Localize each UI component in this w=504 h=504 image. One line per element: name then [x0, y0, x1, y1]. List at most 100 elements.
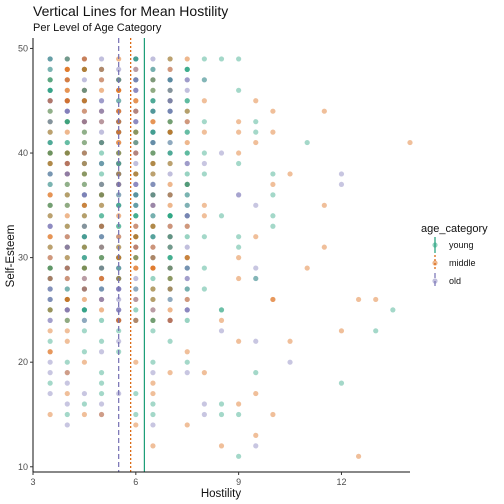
data-point — [150, 192, 156, 198]
data-point — [253, 265, 259, 271]
data-point — [150, 255, 156, 261]
data-point-middle — [64, 370, 70, 376]
data-point — [167, 275, 173, 282]
legend-title: age_category — [421, 223, 488, 235]
data-point — [150, 192, 156, 198]
data-point — [167, 265, 173, 271]
data-point — [116, 234, 122, 240]
data-point — [47, 275, 53, 282]
data-point — [81, 213, 88, 219]
data-point — [167, 244, 173, 250]
data-point — [201, 213, 207, 219]
data-point — [150, 275, 156, 282]
data-point — [47, 234, 53, 240]
data-point — [47, 150, 53, 156]
data-point — [81, 234, 88, 240]
data-point — [133, 234, 139, 240]
data-point-old — [338, 181, 345, 188]
data-point — [184, 234, 190, 240]
data-point — [116, 265, 122, 271]
data-point — [201, 77, 207, 83]
data-point — [64, 77, 70, 83]
data-point — [81, 160, 88, 167]
data-point — [64, 275, 70, 282]
data-point — [98, 202, 105, 208]
data-point — [98, 223, 105, 229]
data-point — [133, 56, 139, 62]
data-point — [150, 77, 156, 83]
data-point — [116, 129, 122, 135]
data-point — [150, 286, 156, 292]
data-point — [81, 108, 88, 114]
data-point — [133, 150, 139, 156]
data-point — [236, 160, 242, 167]
data-point — [47, 275, 53, 282]
data-point-middle — [407, 139, 413, 146]
data-point — [167, 129, 173, 135]
data-point — [184, 223, 190, 229]
data-point — [81, 255, 88, 261]
data-point-middle — [355, 453, 362, 459]
data-point — [133, 234, 139, 240]
data-point-old — [201, 411, 207, 418]
data-point — [64, 244, 70, 250]
data-point — [81, 401, 88, 407]
data-point-middle — [287, 338, 293, 344]
data-point — [133, 317, 139, 323]
data-point — [98, 349, 105, 355]
data-point — [184, 317, 190, 323]
data-point — [64, 98, 70, 104]
data-point — [133, 286, 139, 292]
data-point — [150, 98, 156, 104]
data-point — [64, 56, 70, 62]
data-point — [184, 192, 190, 198]
data-point — [167, 265, 173, 271]
data-point — [116, 171, 122, 177]
data-point — [150, 181, 156, 188]
data-point — [150, 139, 156, 146]
data-point — [98, 160, 105, 167]
data-point — [184, 129, 190, 135]
data-point — [167, 98, 173, 104]
y-tick-label: 10 — [18, 462, 28, 472]
data-point — [64, 66, 70, 72]
data-point — [64, 150, 70, 156]
data-point — [81, 98, 88, 104]
data-point — [184, 213, 190, 219]
data-point — [98, 286, 105, 292]
data-point — [47, 192, 53, 198]
data-point — [98, 192, 105, 198]
data-point — [64, 108, 70, 114]
data-point — [167, 77, 173, 83]
data-point — [116, 307, 122, 313]
data-point — [167, 265, 173, 271]
data-point — [64, 77, 70, 83]
data-point — [150, 119, 156, 125]
data-point — [133, 359, 139, 365]
data-point — [98, 255, 105, 261]
data-point — [47, 160, 53, 167]
data-point — [47, 411, 53, 418]
data-point — [150, 265, 156, 271]
data-point — [236, 244, 242, 250]
data-point — [64, 307, 70, 313]
data-point — [133, 139, 139, 146]
data-point — [98, 119, 105, 125]
data-point — [167, 275, 173, 282]
data-point — [64, 338, 70, 344]
data-point — [98, 244, 105, 250]
data-point — [150, 422, 156, 428]
data-point — [167, 317, 173, 323]
data-point — [98, 223, 105, 229]
data-point — [133, 119, 139, 125]
data-point — [98, 411, 105, 418]
data-point — [98, 192, 105, 198]
data-point — [184, 56, 190, 62]
data-point — [167, 129, 173, 135]
data-point — [47, 265, 53, 271]
data-point-middle — [47, 349, 53, 355]
data-point — [47, 87, 53, 93]
data-point — [98, 171, 105, 177]
data-point — [167, 139, 173, 146]
data-point — [64, 171, 70, 177]
